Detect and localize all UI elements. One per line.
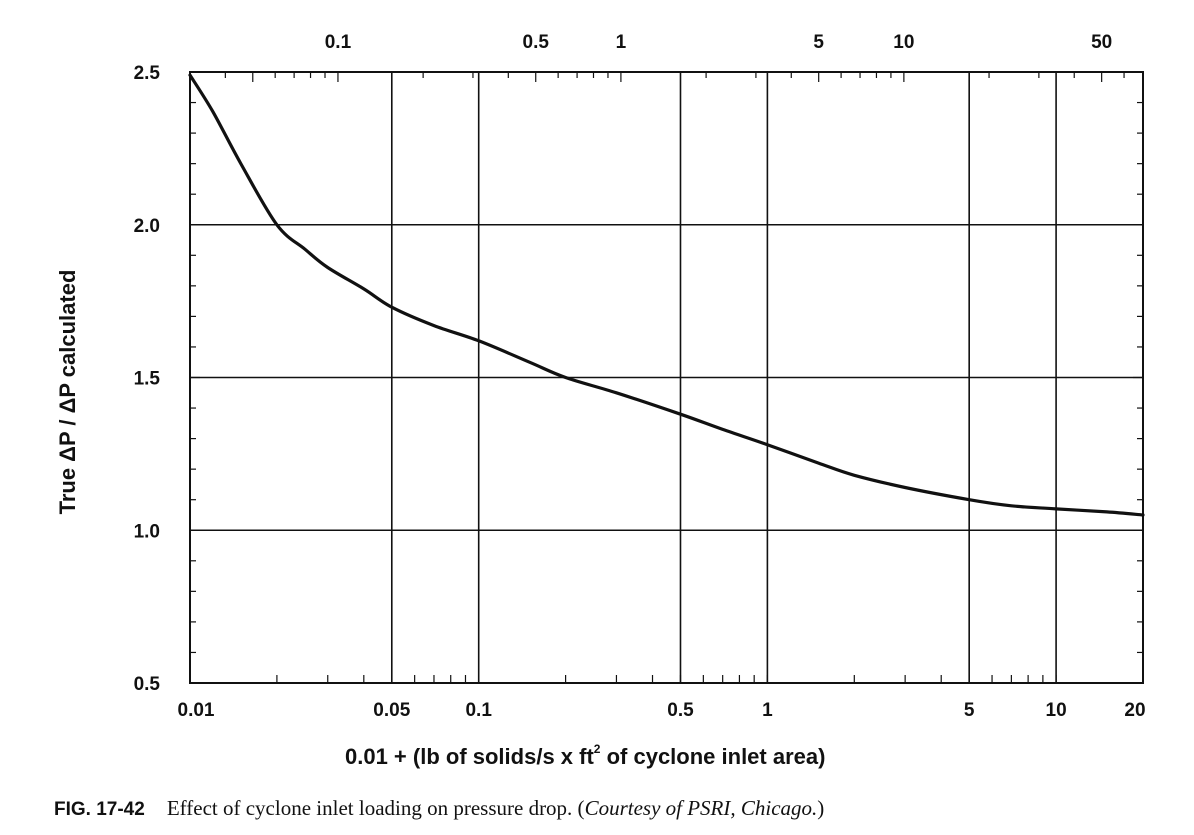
- caption-text: Effect of cyclone inlet loading on press…: [166, 796, 585, 820]
- caption-close: ): [817, 796, 825, 820]
- caption-credit: Courtesy of PSRI, Chicago.: [584, 796, 818, 820]
- x-tick-label: 0.01: [178, 700, 215, 721]
- x-tick-label: 1: [762, 700, 773, 721]
- x-axis-title-rest: of cyclone inlet area): [600, 744, 825, 769]
- y-axis-title: True ΔP / ΔP calculated: [55, 270, 80, 515]
- y-tick-label: 1.0: [134, 521, 160, 542]
- top-tick-label: 0.1: [325, 32, 352, 53]
- y-tick-label: 0.5: [134, 674, 161, 695]
- y-tick-label: 1.5: [134, 369, 161, 390]
- top-tick-label: 5: [813, 32, 824, 53]
- series-layer: [188, 73, 1145, 517]
- top-tick-labels: 0.1 0.5 1 5 10 50: [325, 32, 1112, 53]
- y-tick-label: 2.0: [134, 216, 160, 237]
- x-tick-label: 10: [1046, 700, 1067, 721]
- x-tick-label: 20: [1124, 700, 1145, 721]
- y-tick-label: 2.5: [134, 63, 161, 84]
- series-line: [188, 73, 1145, 517]
- figure-number: FIG. 17-42: [54, 799, 145, 820]
- x-axis-title-sup: 2: [594, 742, 601, 756]
- grid-lines: [190, 72, 1143, 683]
- top-tick-label: 10: [893, 32, 914, 53]
- x-tick-label: 0.5: [667, 700, 694, 721]
- x-tick-labels: 0.01 0.05 0.1 0.5 1 5 10 20: [178, 700, 1146, 721]
- x-axis-title-main: 0.01 + (lb of solids/s x ft: [345, 744, 594, 769]
- x-tick-label: 5: [964, 700, 975, 721]
- plot-frame: [189, 71, 1144, 684]
- top-tick-label: 0.5: [523, 32, 550, 53]
- x-tick-label: 0.1: [465, 700, 492, 721]
- figure-caption: FIG. 17-42 Effect of cyclone inlet loadin…: [54, 796, 824, 821]
- y-tick-labels: 0.5 1.0 1.5 2.0 2.5: [134, 63, 161, 695]
- x-tick-label: 0.05: [373, 700, 410, 721]
- x-axis-title: 0.01 + (lb of solids/s x ft2 of cyclone …: [345, 742, 825, 769]
- top-tick-label: 1: [616, 32, 627, 53]
- chart: 0.01 0.05 0.1 0.5 1 5 10 20 0.1 0.5 1 5 10 50 0.5 1.0…: [55, 32, 1146, 769]
- top-tick-label: 50: [1091, 32, 1112, 53]
